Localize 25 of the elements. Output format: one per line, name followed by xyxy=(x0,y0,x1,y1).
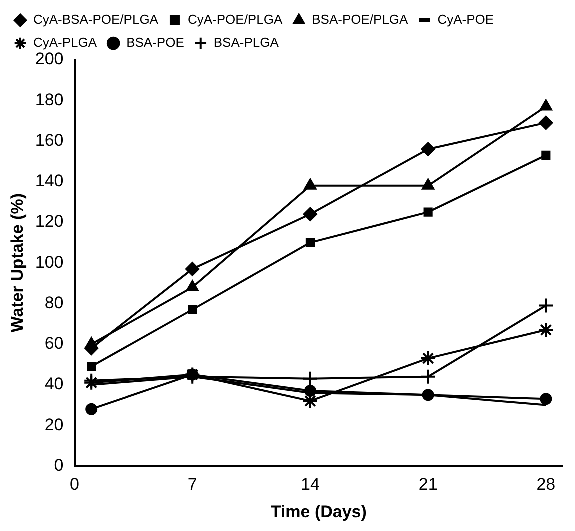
y-tick-label: 160 xyxy=(35,130,64,150)
y-tick-label: 200 xyxy=(35,50,64,69)
legend-label: CyA-POE xyxy=(438,12,494,28)
y-tick-label: 100 xyxy=(35,252,64,272)
y-tick-label: 80 xyxy=(44,293,64,312)
legend-label: BSA-PLGA xyxy=(214,35,280,50)
y-tick-label: 20 xyxy=(44,415,64,434)
x-tick-label: 14 xyxy=(301,475,320,494)
y-tick-label: 0 xyxy=(54,456,64,475)
legend-label: BSA-POE/PLGA xyxy=(312,12,409,28)
x-tick-label: 7 xyxy=(188,475,198,494)
x-tick-label: 21 xyxy=(418,475,438,494)
legend-label: CyA-PLGA xyxy=(34,35,98,50)
legend-label: CyA-POE/PLGA xyxy=(188,12,283,28)
y-tick-label: 40 xyxy=(44,374,64,394)
legend-label: BSA-POE xyxy=(126,35,185,50)
legend-label: CyA-BSA-POE/PLGA xyxy=(34,12,159,28)
y-axis-title: Water Uptake (%) xyxy=(8,194,27,333)
x-tick-label: 28 xyxy=(536,475,556,494)
x-axis-title: Time (Days) xyxy=(270,502,367,522)
y-tick-label: 140 xyxy=(35,172,64,191)
y-tick-label: 120 xyxy=(35,212,64,232)
y-tick-label: 60 xyxy=(44,334,64,354)
y-tick-label: 180 xyxy=(35,90,64,110)
x-tick-label: 0 xyxy=(70,475,80,494)
